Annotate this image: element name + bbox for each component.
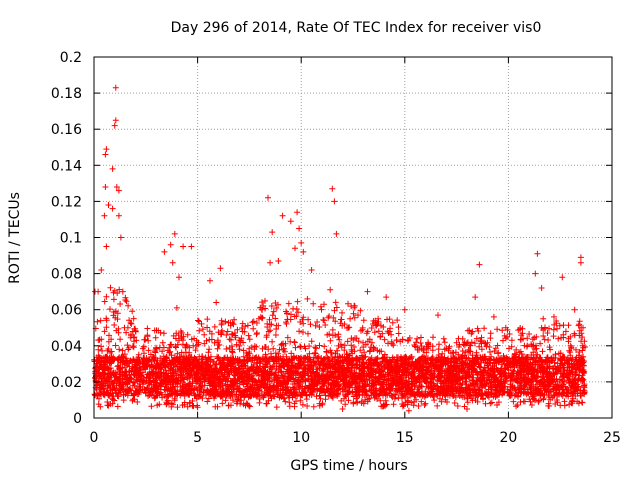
y-tick-label: 0.06 — [51, 303, 82, 319]
y-tick-label: 0.1 — [60, 231, 82, 247]
x-axis-label: GPS time / hours — [290, 458, 407, 474]
x-tick-label: 20 — [499, 430, 517, 446]
y-tick-label: 0.04 — [51, 339, 82, 355]
axis-ticks: 0 0.02 0.04 0.06 0.08 0.1 0.12 0.14 0.16 0.18 0.2 0… — [51, 50, 621, 446]
x-tick-label: 25 — [603, 430, 621, 446]
x-tick-label: 0 — [90, 430, 99, 446]
y-tick-label: 0 — [73, 411, 82, 427]
y-tick-label: 0.14 — [51, 158, 82, 174]
x-tick-label: 10 — [292, 430, 310, 446]
y-axis-label: ROTI / TECUs — [7, 192, 23, 284]
chart-title: Day 296 of 2014, Rate Of TEC Index for r… — [171, 20, 542, 36]
y-tick-label: 0.08 — [51, 267, 82, 283]
y-tick-label: 0.18 — [51, 86, 82, 102]
y-tick-label: 0.16 — [51, 122, 82, 138]
roti-scatter-markers — [91, 84, 588, 414]
x-tick-label: 15 — [396, 430, 414, 446]
y-tick-label: 0.02 — [51, 375, 82, 391]
y-tick-label: 0.2 — [60, 50, 82, 66]
data-points — [91, 84, 588, 414]
y-tick-label: 0.12 — [51, 194, 82, 210]
x-tick-label: 5 — [193, 430, 202, 446]
